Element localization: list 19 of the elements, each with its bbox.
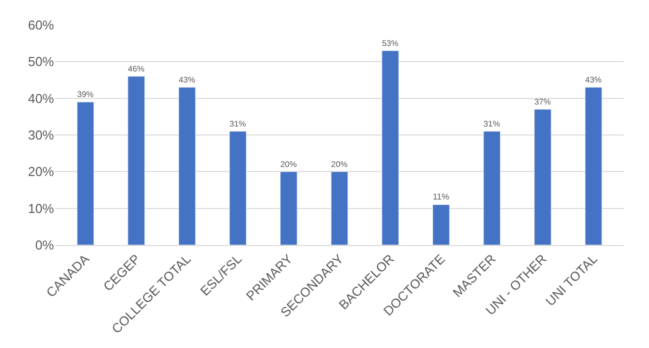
y-tick-label: 0% [35, 238, 54, 253]
bar [178, 87, 196, 245]
y-tick-label: 60% [28, 18, 54, 33]
bar [76, 102, 94, 245]
bar [483, 131, 501, 245]
bar [330, 171, 348, 245]
data-label: 11% [432, 192, 450, 202]
y-tick-label: 30% [28, 128, 54, 143]
bar [584, 87, 602, 245]
y-tick-label: 20% [28, 164, 54, 180]
y-tick-label: 10% [28, 200, 54, 216]
y-tick-label: 40% [28, 90, 54, 106]
bar [382, 50, 399, 245]
bar [280, 171, 298, 245]
bar [432, 204, 450, 245]
bar [534, 109, 552, 245]
bar [229, 131, 247, 245]
bar [128, 76, 145, 245]
y-tick-label: 50% [28, 54, 54, 70]
